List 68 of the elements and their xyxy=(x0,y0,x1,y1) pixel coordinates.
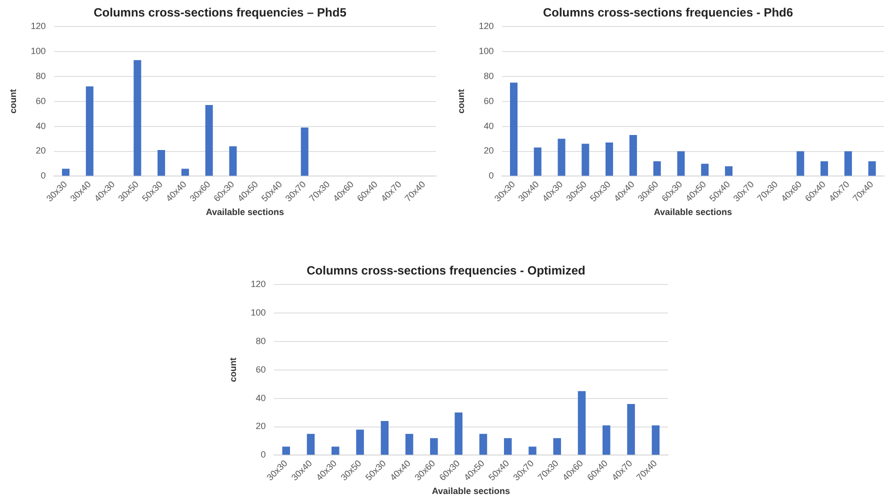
y-tick-label: 60 xyxy=(36,96,46,106)
bar xyxy=(454,412,462,455)
bar xyxy=(629,135,637,176)
bar xyxy=(724,166,732,176)
bar xyxy=(479,434,488,455)
bar xyxy=(796,151,804,176)
chart-title: Columns cross-sections frequencies - Phd6 xyxy=(542,6,794,20)
y-tick-label: 40 xyxy=(256,392,266,403)
y-tick-label: 40 xyxy=(484,120,494,131)
bar xyxy=(844,151,852,176)
bar xyxy=(627,404,635,455)
y-tick-label: 0 xyxy=(488,170,494,181)
bar xyxy=(62,168,70,176)
bar xyxy=(602,425,610,455)
bar xyxy=(205,105,213,176)
bar xyxy=(553,438,562,455)
y-tick-label: 20 xyxy=(484,146,494,156)
x-axis-title: Available sections xyxy=(206,207,284,218)
bar xyxy=(356,430,364,455)
bar xyxy=(528,446,536,455)
bar xyxy=(282,446,290,455)
y-tick-label: 80 xyxy=(256,336,266,346)
y-axis-title: count xyxy=(8,89,18,114)
y-axis-title: count xyxy=(456,89,466,114)
y-tick-label: 100 xyxy=(478,46,494,56)
bar xyxy=(606,142,614,176)
x-axis-title: Available sections xyxy=(432,486,510,496)
y-tick-label: 0 xyxy=(260,450,266,460)
y-tick-label: 100 xyxy=(250,307,266,318)
bar xyxy=(430,438,438,455)
bar xyxy=(181,168,189,176)
bar xyxy=(868,161,876,176)
bar xyxy=(582,144,590,176)
bar xyxy=(534,148,542,176)
bar xyxy=(86,86,94,176)
chart-title: Columns cross-sections frequencies - Optimized xyxy=(306,264,586,278)
y-tick-label: 100 xyxy=(30,46,46,56)
bar xyxy=(300,128,308,176)
bar xyxy=(820,161,828,176)
y-tick-label: 20 xyxy=(256,421,266,432)
y-tick-label: 120 xyxy=(30,20,46,31)
bar xyxy=(652,425,660,455)
bar xyxy=(405,434,414,455)
bar xyxy=(158,150,166,176)
bar xyxy=(578,391,586,455)
y-tick-label: 80 xyxy=(484,70,494,81)
bar xyxy=(306,434,315,455)
bar xyxy=(510,82,518,176)
y-tick-label: 80 xyxy=(36,70,46,81)
y-tick-label: 60 xyxy=(484,96,494,106)
bar xyxy=(677,151,685,176)
y-tick-label: 120 xyxy=(250,278,266,289)
bar xyxy=(380,421,389,455)
bar xyxy=(558,138,566,176)
chart-title: Columns cross-sections frequencies – Phd5 xyxy=(94,6,347,20)
bar xyxy=(229,146,237,176)
x-axis-title: Available sections xyxy=(654,207,732,218)
y-tick-label: 120 xyxy=(478,20,494,31)
y-tick-label: 20 xyxy=(36,146,46,156)
bar xyxy=(134,60,142,176)
y-tick-label: 60 xyxy=(256,364,266,374)
bar xyxy=(701,164,709,176)
bar xyxy=(653,161,661,176)
y-tick-label: 0 xyxy=(40,170,46,181)
y-tick-label: 40 xyxy=(36,120,46,131)
bar xyxy=(332,446,340,455)
y-axis-title: count xyxy=(228,358,238,382)
bar xyxy=(504,438,512,455)
